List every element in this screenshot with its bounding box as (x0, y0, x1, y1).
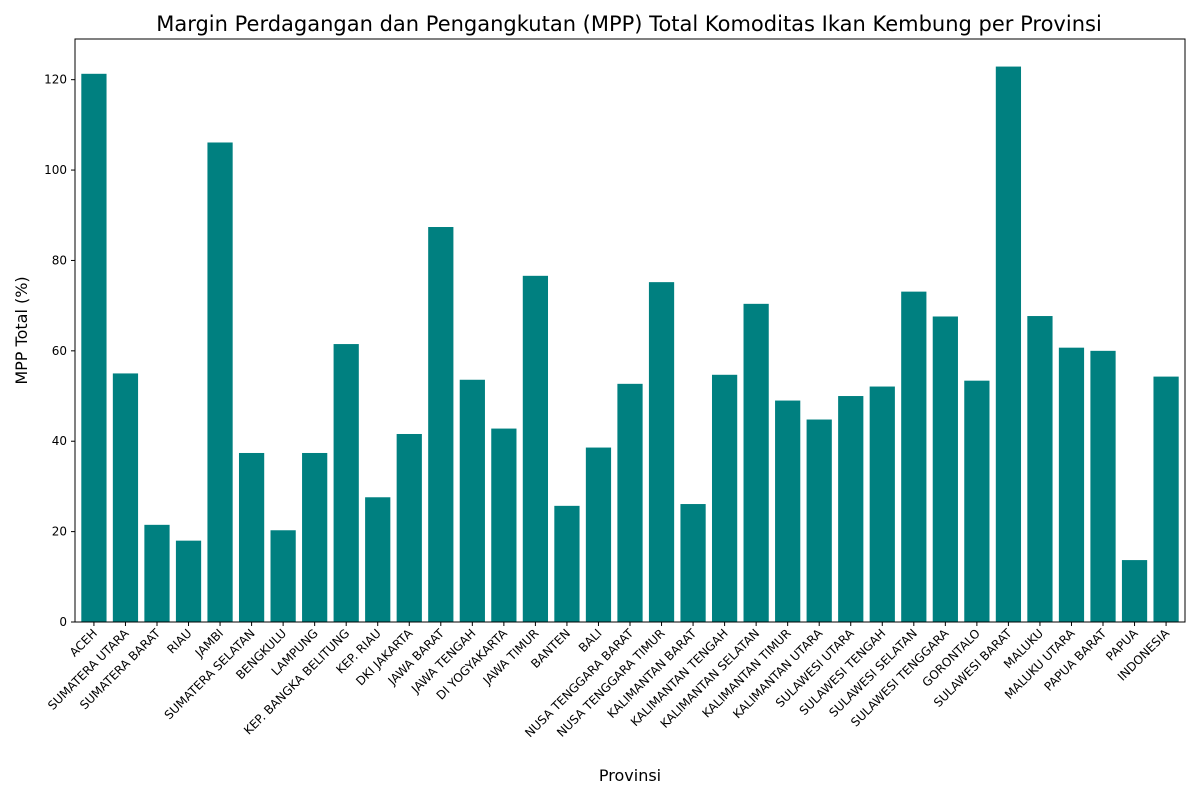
bar (1027, 316, 1053, 622)
y-tick-label: 100 (44, 163, 67, 177)
y-tick-label: 60 (52, 344, 67, 358)
bar (396, 433, 422, 622)
y-tick-label: 0 (59, 615, 67, 629)
bar (901, 291, 927, 622)
bar (81, 73, 107, 623)
bar (428, 227, 454, 622)
y-tick-label: 20 (52, 525, 67, 539)
bar (365, 497, 391, 622)
bar (1153, 376, 1179, 622)
y-axis-label: MPP Total (%) (12, 276, 31, 384)
bars-group (81, 66, 1179, 623)
bar (1121, 560, 1148, 622)
bar (617, 383, 643, 622)
bar (711, 374, 738, 622)
y-axis: 0 20 40 60 80 100 120 (44, 73, 75, 629)
bar (270, 530, 296, 622)
x-axis-label: Provinsi (599, 766, 661, 785)
bar (743, 303, 769, 622)
y-tick-label: 80 (52, 253, 67, 267)
bar (1090, 350, 1116, 622)
bar (144, 524, 170, 622)
bar (207, 142, 233, 623)
bar (775, 400, 801, 622)
bar (680, 504, 706, 622)
bar (964, 380, 990, 622)
bar (869, 386, 895, 622)
x-tick-label: BALI (576, 626, 605, 655)
bar (522, 275, 549, 622)
bar (806, 419, 832, 622)
bar (838, 396, 864, 622)
bar (648, 282, 675, 622)
y-tick-label: 40 (52, 434, 67, 448)
bar (175, 540, 202, 622)
bar (932, 316, 958, 622)
chart-title: Margin Perdagangan dan Pengangkutan (MPP… (156, 12, 1102, 36)
bar (238, 452, 265, 622)
bar (995, 66, 1022, 622)
bar (302, 452, 328, 622)
y-tick-label: 120 (44, 73, 67, 87)
bar (585, 447, 612, 622)
x-tick-label: RIAU (164, 626, 194, 656)
bar (1058, 347, 1085, 622)
bar (459, 379, 485, 622)
bar (112, 373, 139, 622)
plot-area-frame (74, 38, 1186, 623)
bar (554, 505, 580, 622)
bar (333, 344, 359, 622)
bar (491, 428, 517, 622)
